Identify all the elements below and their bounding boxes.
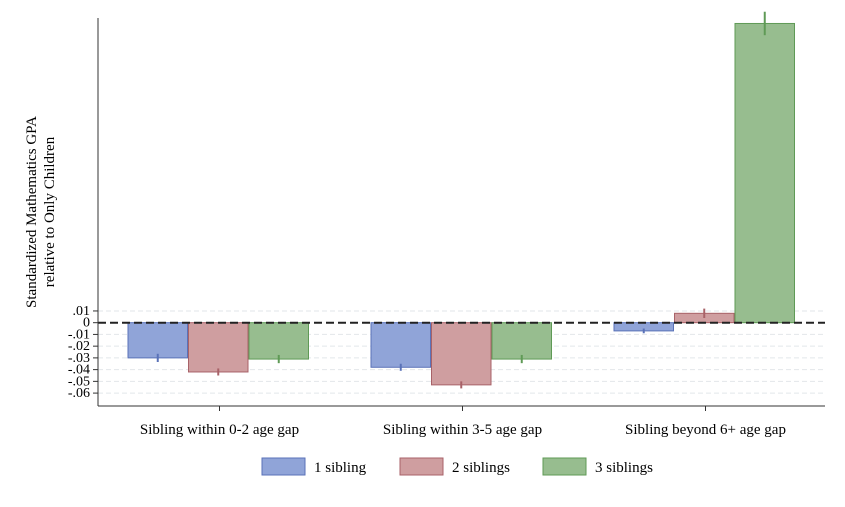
x-category-label: Sibling within 3-5 age gap [383, 422, 542, 438]
bar [491, 322, 552, 360]
bar [248, 322, 309, 360]
legend: 1 sibling 2 siblings 3 siblings [261, 457, 653, 476]
legend-swatch [399, 457, 444, 476]
bar [734, 22, 795, 324]
legend-label: 1 sibling [314, 460, 367, 476]
legend-label: 3 siblings [595, 460, 653, 476]
y-tick-label: -.05 [68, 374, 90, 389]
y-tick-label: 0 [83, 316, 90, 331]
y-tick-label: -.03 [68, 351, 90, 366]
y-tick-label: -.06 [68, 386, 90, 401]
legend-swatch [261, 457, 306, 476]
y-axis-ticks: .010-.01-.02-.03-.04-.05-.06 [68, 304, 98, 401]
x-axis-category-labels: Sibling within 0-2 age gap Sibling within… [140, 406, 786, 438]
bars [127, 22, 795, 386]
y-tick-label: .01 [73, 304, 91, 319]
y-tick-label: -.04 [68, 363, 90, 378]
bar [370, 322, 431, 368]
y-tick-label: -.02 [68, 339, 90, 354]
legend-label: 2 siblings [452, 460, 510, 476]
y-axis-title-line-1: Standardized Mathematics GPA [24, 116, 40, 308]
bar [127, 322, 188, 359]
bar [431, 322, 492, 386]
bar [188, 322, 249, 373]
y-tick-label: -.01 [68, 327, 90, 342]
error-bars [156, 11, 766, 389]
y-axis-title-line-2: relative to Only Children [42, 136, 58, 287]
legend-swatch [542, 457, 587, 476]
x-category-label: Sibling within 0-2 age gap [140, 422, 299, 438]
x-category-label: Sibling beyond 6+ age gap [625, 422, 786, 438]
